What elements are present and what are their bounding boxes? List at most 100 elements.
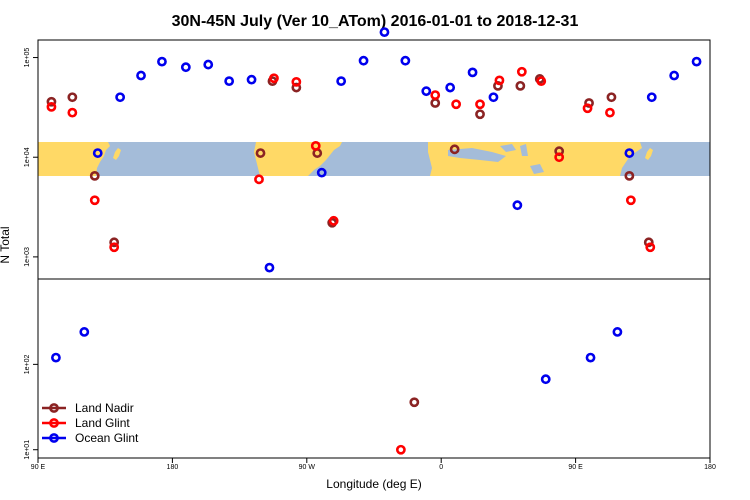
data-point [516,66,527,77]
data-point [645,242,656,253]
data-point [488,92,499,103]
sea-black-caspian [500,144,528,156]
data-point [554,152,565,163]
data-point [449,144,460,155]
data-point [67,107,78,118]
data-point [51,352,61,363]
data-point [79,327,90,337]
data-point [421,86,432,97]
y-tick-label: 1e+01 [24,440,31,460]
data-point [540,374,551,385]
data-point [605,107,615,118]
x-tick-label: 180 [704,464,716,471]
data-point [445,82,456,93]
legend-label: Land Glint [75,416,130,430]
land-japan-west [113,148,121,160]
data-point [395,444,406,455]
upper-panel: 1e+03 1e+04 1e+05 [24,27,711,280]
data-point [89,170,100,181]
y-tick-label: 1e+03 [24,247,31,267]
data-point [157,56,167,67]
data-point [624,170,635,181]
x-tick-label: 90 W [299,464,316,471]
legend-label: Ocean Glint [75,431,139,445]
y-axis-label: N Total [0,226,12,263]
legend-marker [49,418,59,428]
data-point [254,174,264,185]
data-point [624,148,635,158]
upper-points [46,27,702,273]
data-point [316,167,327,178]
data-point [46,101,57,112]
data-point [136,70,146,81]
data-point [224,76,235,87]
data-point [92,148,103,158]
data-point [46,96,57,107]
x-tick-label: 90 E [568,464,583,471]
y-tick-label: 1e+04 [24,147,31,167]
data-point [115,92,126,103]
data-point [493,80,503,91]
y-tick-label: 1e+05 [24,48,31,68]
data-point [67,92,78,103]
data-point [379,27,390,38]
lower-panel-frame [37,278,711,459]
data-point [467,67,478,78]
data-point [515,80,526,91]
lower-panel: 1e+01 1e+02 [24,278,711,460]
sea-mediterranean [448,148,506,162]
land-japan-east [645,148,653,160]
data-point [358,55,369,66]
data-point [494,75,505,86]
x-tick-label: 0 [439,464,443,471]
data-point [585,352,596,363]
data-point [180,62,191,73]
data-point [255,148,266,158]
data-point [430,98,441,108]
data-point [400,55,411,66]
lower-points [51,327,623,455]
data-point [310,140,321,151]
y-tick-label: 1e+02 [24,354,31,374]
data-point [512,200,523,211]
legend-marker [49,433,59,443]
map-band [38,142,710,176]
data-point [646,92,657,103]
upper-y-axis: 1e+03 1e+04 1e+05 [24,48,38,267]
data-point [475,109,485,120]
data-point [246,74,257,85]
lower-y-axis: 1e+01 1e+02 [24,354,38,460]
data-point [269,73,279,84]
land-asia-west [38,142,110,176]
data-point [291,76,302,87]
x-axis-label: Longitude (deg E) [326,477,421,491]
data-point [203,59,214,70]
x-tick-label: 180 [167,464,179,471]
data-point [409,397,420,408]
data-point [89,195,100,206]
x-axis: 90 E 180 90 W 0 90 E 180 [31,458,716,471]
data-point [430,90,441,101]
data-point [582,103,593,114]
data-point [584,98,594,108]
data-point [606,92,617,103]
data-point [109,237,120,248]
data-point [328,215,339,226]
data-point [625,195,636,206]
sea-persian-gulf [530,164,544,174]
data-point [109,242,120,253]
data-point [691,56,702,67]
legend-marker [49,403,59,413]
data-point [612,327,623,337]
data-point [475,99,485,110]
data-point [536,76,547,87]
data-point [669,70,680,81]
chart-title: 30N-45N July (Ver 10_ATom) 2016-01-01 to… [172,13,579,30]
data-point [451,99,462,110]
x-tick-label: 90 E [31,464,46,471]
data-point [336,76,347,87]
data-point [643,237,654,248]
data-point [291,82,302,93]
